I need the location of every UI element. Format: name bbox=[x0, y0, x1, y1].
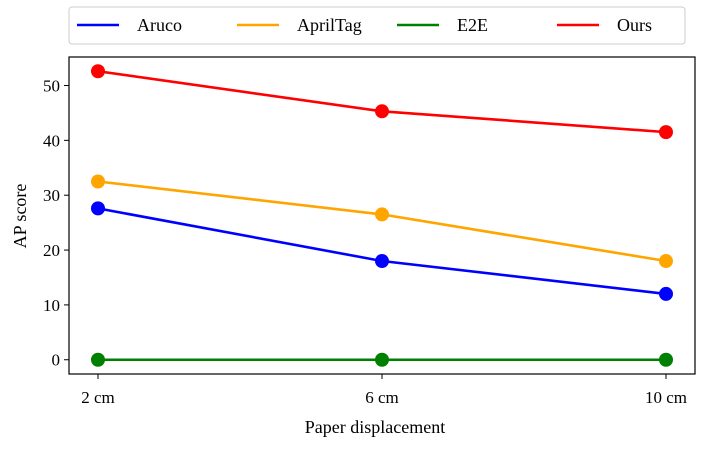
x-tick-label: 6 cm bbox=[365, 388, 399, 407]
data-point-e2e bbox=[91, 352, 105, 367]
y-axis-label: AP score bbox=[10, 184, 30, 249]
data-point-ours bbox=[375, 104, 389, 119]
x-tick-label: 2 cm bbox=[81, 388, 115, 407]
y-tick-label: 10 bbox=[43, 296, 60, 315]
data-point-e2e bbox=[659, 352, 673, 367]
legend-label: Aruco bbox=[137, 15, 182, 35]
y-tick-label: 50 bbox=[43, 77, 60, 96]
x-axis-label: Paper displacement bbox=[305, 417, 445, 437]
data-point-apriltag bbox=[659, 254, 673, 269]
y-tick-label: 30 bbox=[43, 186, 60, 205]
data-point-ours bbox=[659, 125, 673, 140]
y-axis: 0 10 20 30 40 50 bbox=[43, 77, 69, 370]
series-ours bbox=[91, 64, 673, 140]
data-point-aruco bbox=[91, 201, 105, 216]
series-e2e bbox=[91, 352, 673, 367]
x-tick-label: 10 cm bbox=[645, 388, 687, 407]
data-point-aruco bbox=[659, 286, 673, 301]
series-apriltag bbox=[91, 174, 673, 269]
data-point-e2e bbox=[375, 352, 389, 367]
data-point-apriltag bbox=[375, 207, 389, 222]
legend-label: Ours bbox=[617, 15, 652, 35]
legend-label: E2E bbox=[457, 15, 488, 35]
legend-item-ours: Ours bbox=[557, 15, 652, 35]
legend-label: AprilTag bbox=[297, 15, 362, 35]
legend: Aruco AprilTag E2E Ours bbox=[68, 6, 686, 45]
legend-item-aruco: Aruco bbox=[77, 15, 182, 35]
data-point-apriltag bbox=[91, 174, 105, 189]
legend-frame bbox=[68, 6, 686, 45]
legend-item-e2e: E2E bbox=[397, 15, 488, 35]
data-point-ours bbox=[91, 64, 105, 79]
y-tick-label: 20 bbox=[43, 241, 60, 260]
data-point-aruco bbox=[375, 254, 389, 269]
series-line-ours bbox=[97, 69, 667, 134]
series-aruco bbox=[91, 201, 673, 301]
x-axis: 2 cm 6 cm 10 cm bbox=[81, 374, 687, 407]
y-tick-label: 0 bbox=[52, 351, 61, 370]
y-tick-label: 40 bbox=[43, 131, 60, 150]
legend-item-apriltag: AprilTag bbox=[237, 15, 362, 35]
